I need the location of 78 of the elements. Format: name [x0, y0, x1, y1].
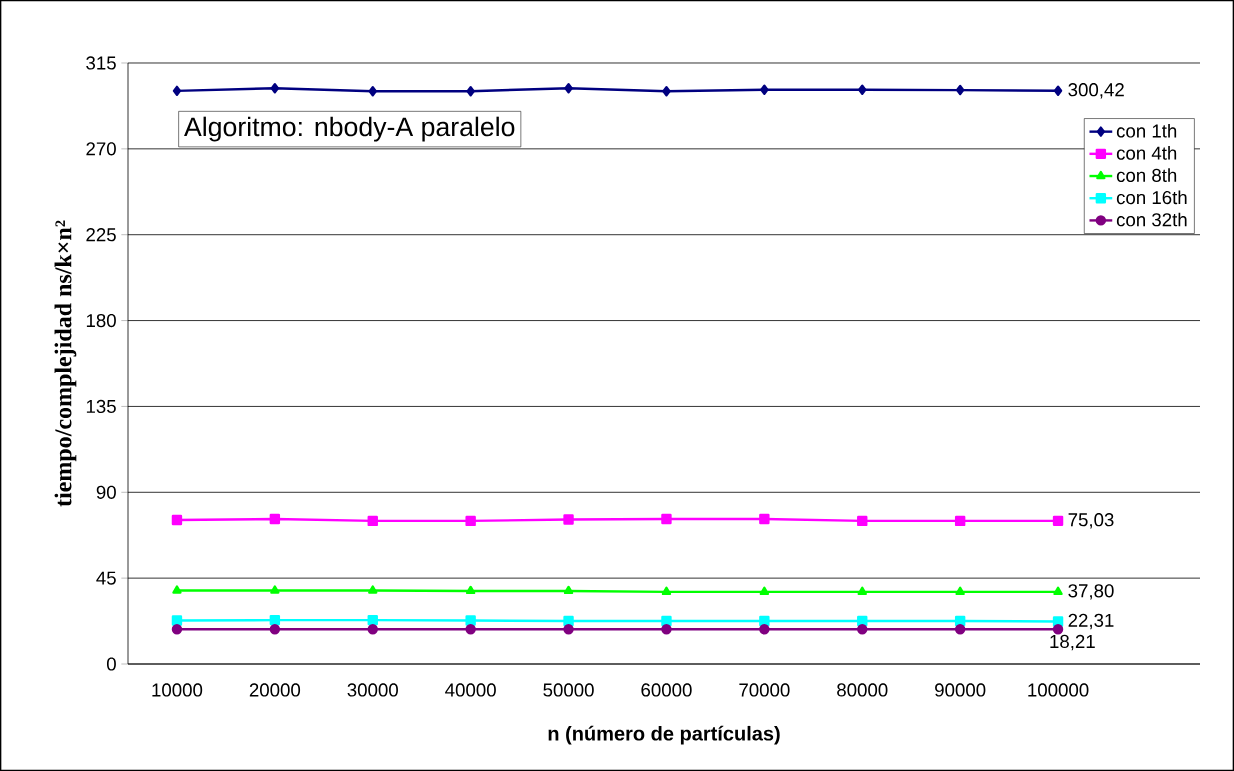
point [661, 615, 672, 627]
point [368, 585, 378, 594]
point [172, 585, 182, 594]
point [465, 624, 476, 635]
data-label: 22,31 [1068, 613, 1114, 630]
legend-label: con 32th [1116, 212, 1187, 227]
point [465, 615, 476, 626]
point [759, 513, 770, 525]
x-axis-title: n (número de partículas) [548, 725, 780, 745]
point [367, 515, 378, 527]
y-tick-label: 0 [106, 657, 116, 671]
point [465, 515, 476, 527]
legend-label: con 1th [1116, 123, 1177, 138]
data-label: 18,21 [1050, 634, 1095, 651]
point [1052, 515, 1064, 527]
point [564, 82, 573, 94]
point [857, 586, 867, 596]
point [858, 84, 867, 95]
point [662, 86, 671, 97]
point [759, 624, 770, 635]
point [955, 586, 965, 596]
point [954, 515, 966, 527]
legend-label: con 16th [1116, 190, 1187, 205]
point [465, 585, 476, 595]
point [171, 615, 183, 626]
y-tick-label: 90 [96, 485, 116, 499]
point [269, 624, 281, 635]
point [759, 586, 770, 596]
point [954, 624, 966, 635]
x-tick-label: 70000 [739, 683, 790, 697]
point [955, 84, 965, 96]
point [759, 615, 770, 627]
x-tick-label: 60000 [641, 683, 692, 697]
point [172, 85, 182, 97]
y-tick-label: 270 [86, 142, 116, 156]
point [857, 624, 868, 635]
point [269, 513, 281, 525]
point [269, 614, 281, 626]
point [857, 515, 868, 527]
y-tick-label: 225 [86, 228, 116, 242]
x-tick-label: 10000 [152, 683, 203, 697]
point [563, 514, 574, 525]
point [270, 585, 280, 594]
x-tick-label: 30000 [347, 683, 398, 697]
x-tick-label: 80000 [837, 683, 888, 697]
data-label: 300,42 [1068, 83, 1124, 99]
legend-label: con 4th [1116, 146, 1177, 160]
point [466, 86, 475, 97]
annotation: Algoritmo: nbody-A paralelo [184, 116, 515, 142]
y-tick-label: 180 [86, 313, 116, 328]
x-tick-label: 20000 [249, 683, 301, 697]
data-label: 75,03 [1068, 513, 1114, 529]
point [661, 586, 672, 596]
data-label: 37,80 [1068, 584, 1114, 600]
point [1053, 586, 1063, 596]
point [367, 614, 378, 626]
point [661, 624, 672, 635]
y-tick-label: 45 [96, 571, 116, 585]
point [1053, 85, 1063, 97]
y-tick-label: 315 [86, 56, 116, 70]
x-tick-label: 100000 [1028, 683, 1089, 697]
x-tick-label: 50000 [543, 683, 594, 697]
legend-label: con 8th [1116, 168, 1177, 182]
point [563, 585, 574, 595]
point [171, 514, 183, 526]
point [270, 82, 280, 94]
x-tick-label: 40000 [445, 683, 496, 697]
y-axis-title: tiempo/complejidad ns/k×n² [54, 220, 77, 507]
point [171, 624, 183, 635]
x-tick-label: 90000 [935, 683, 986, 697]
point [563, 624, 574, 635]
point [760, 84, 769, 95]
point [368, 86, 377, 97]
point [1052, 624, 1064, 635]
y-tick-label: 135 [86, 399, 116, 414]
point [563, 615, 574, 627]
point [661, 513, 672, 525]
point [367, 624, 378, 635]
